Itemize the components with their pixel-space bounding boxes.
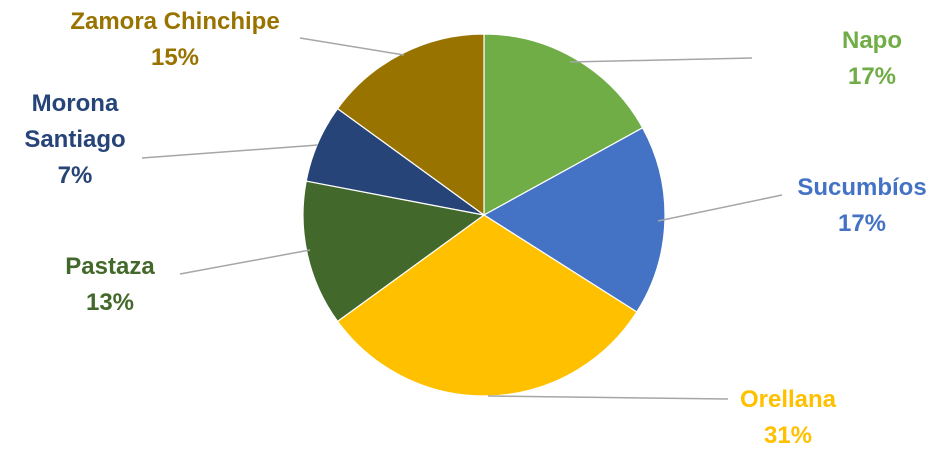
leader-line [487, 395, 729, 400]
leader-line [141, 144, 319, 159]
slice-label: Santiago [24, 126, 125, 153]
slice-label: Napo [842, 27, 902, 54]
slice-percent-label: 13% [86, 289, 134, 316]
leader-line [179, 249, 311, 275]
slice-label: Morona [32, 90, 119, 117]
slice-percent-label: 15% [151, 44, 199, 71]
slice-percent-label: 7% [58, 162, 93, 189]
slice-label: Pastaza [65, 253, 155, 280]
leader-line [657, 194, 783, 222]
slice-percent-label: 17% [838, 210, 886, 237]
pie-slice-sucumbíos [482, 126, 666, 313]
slice-label: Zamora Chinchipe [70, 8, 279, 35]
leader-lines [141, 37, 783, 400]
slice-label: Sucumbíos [797, 174, 926, 201]
leader-line [299, 37, 405, 56]
slice-percent-label: 17% [848, 63, 896, 90]
leader-line [569, 57, 753, 63]
slice-label: Orellana [740, 386, 837, 413]
slice-percent-label: 31% [764, 422, 812, 449]
pie-slice-napo [483, 33, 644, 217]
pie-slice-zamora-chinchipe [336, 33, 485, 217]
pie-slices [302, 33, 666, 397]
data-labels: Napo 17% Sucumbíos 17% Orellana 31% Pastaza 13%… [24, 8, 926, 449]
pie-slice-pastaza [302, 180, 486, 323]
